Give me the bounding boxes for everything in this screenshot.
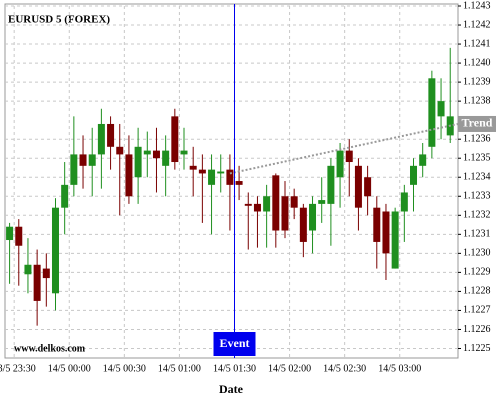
y-tick-label: 1.1243 — [463, 0, 491, 11]
candle-body — [134, 146, 142, 178]
event-label-box — [213, 332, 256, 356]
candle-body — [263, 196, 271, 212]
candle-body — [143, 150, 151, 155]
candle-body — [70, 154, 78, 185]
y-tick-label: 1.1227 — [463, 305, 491, 316]
candle-body — [235, 181, 243, 185]
x-tick-label: 14/5 01:30 — [213, 363, 256, 374]
trend-line — [229, 122, 459, 175]
watermark: www.delkos.com — [14, 343, 86, 354]
x-tick-label: 14/5 02:00 — [268, 363, 311, 374]
candle-body — [419, 154, 427, 166]
event-label: Event — [220, 336, 250, 350]
chart-title: EURUSD 5 (FOREX) — [8, 14, 110, 26]
x-axis-title: Date — [219, 382, 244, 396]
y-tick-label: 1.1232 — [463, 210, 491, 221]
candle-body — [373, 207, 381, 242]
y-tick-label: 1.1241 — [463, 38, 491, 49]
candle-body — [171, 116, 179, 163]
y-tick-label: 1.1240 — [463, 57, 491, 68]
candle-body — [309, 203, 317, 231]
candle-body — [364, 177, 372, 197]
candle-body — [198, 169, 206, 174]
x-tick-label: 14/5 03:00 — [378, 363, 421, 374]
candle-body — [97, 123, 105, 155]
candle-body — [226, 169, 234, 185]
trend-label: Trend — [462, 116, 493, 130]
candle-body — [42, 268, 50, 279]
candle-body — [180, 150, 188, 155]
y-tick-label: 1.1225 — [463, 343, 491, 354]
y-tick-label: 1.1238 — [463, 95, 491, 106]
y-tick-label: 1.1235 — [463, 153, 491, 164]
candle-body — [391, 211, 399, 269]
candle-body — [290, 196, 298, 208]
candle-body — [437, 101, 445, 117]
candle-body — [410, 165, 418, 185]
candle-body — [382, 211, 390, 254]
y-tick-label: 1.1229 — [463, 267, 491, 278]
candle-body — [88, 154, 96, 166]
y-tick-label: 1.1226 — [463, 324, 491, 335]
candle-body — [336, 150, 344, 178]
candle-body — [428, 78, 436, 147]
candle-body — [299, 207, 307, 242]
candle-body — [217, 171, 225, 174]
x-tick-label: 14/5 00:30 — [103, 363, 146, 374]
y-tick-label: 1.1234 — [463, 172, 491, 183]
y-tick-label: 1.1231 — [463, 229, 491, 240]
plot-frame — [4, 3, 459, 359]
candle-body — [281, 196, 289, 231]
candle-body — [400, 192, 408, 212]
x-tick-label: 13/5 23:30 — [0, 363, 36, 374]
candle-body — [354, 165, 362, 208]
y-tick-label: 1.1239 — [463, 76, 491, 87]
candle-body — [272, 175, 280, 231]
candle-body — [6, 226, 14, 241]
candle-body — [116, 146, 124, 155]
candle-body — [345, 150, 353, 163]
candle-body — [107, 123, 115, 147]
candle-body — [318, 200, 326, 204]
candle-body — [253, 203, 261, 212]
candle-body — [15, 226, 23, 246]
candle-body — [51, 207, 59, 294]
y-tick-label: 1.1230 — [463, 248, 491, 259]
candle-body — [244, 203, 252, 206]
x-tick-label: 14/5 01:00 — [158, 363, 201, 374]
trend-label-box — [458, 115, 496, 132]
candle-body — [189, 165, 197, 170]
y-tick-label: 1.1236 — [463, 133, 491, 144]
candle-body — [152, 150, 160, 159]
candle-body — [125, 154, 133, 197]
y-tick-label: 1.1242 — [463, 19, 491, 30]
candle-body — [327, 165, 335, 204]
candle-body — [162, 150, 170, 166]
candle-body — [208, 169, 216, 185]
x-tick-label: 14/5 02:30 — [323, 363, 366, 374]
y-tick-label: 1.1228 — [463, 286, 491, 297]
candle-body — [33, 264, 41, 301]
x-tick-label: 14/5 00:00 — [48, 363, 91, 374]
y-tick-label: 1.1233 — [463, 191, 491, 202]
candle-body — [61, 184, 69, 208]
candle-body — [24, 264, 32, 275]
candle-body — [79, 154, 87, 166]
